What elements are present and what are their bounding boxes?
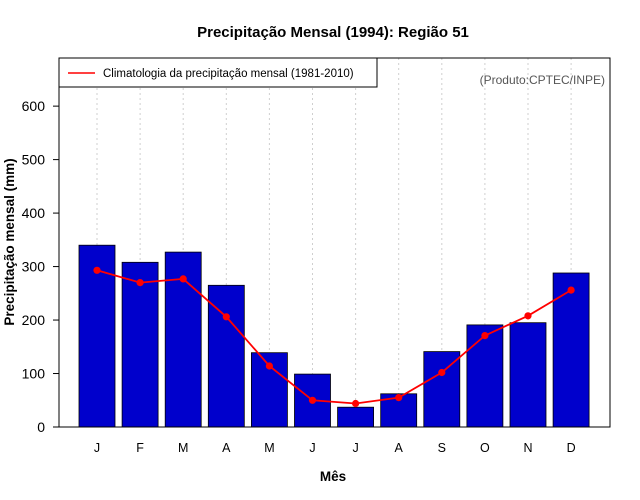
- x-tick-label: M: [264, 441, 274, 455]
- bar: [121, 261, 159, 428]
- bar: [337, 406, 375, 428]
- y-tick-label: 300: [22, 259, 46, 275]
- x-tick-label: O: [480, 441, 490, 455]
- bar: [207, 284, 245, 428]
- climatology-point: [524, 312, 532, 320]
- climatology-series: [93, 266, 575, 408]
- x-tick-label: J: [352, 441, 358, 455]
- bar: [552, 272, 590, 428]
- x-tick-label: J: [309, 441, 315, 455]
- climatology-point: [395, 394, 403, 402]
- x-tick-label: A: [222, 441, 231, 455]
- y-tick-label: 600: [22, 98, 46, 114]
- y-tick-label: 100: [22, 366, 46, 382]
- x-tick-label: D: [567, 441, 576, 455]
- x-axis-label: Mês: [320, 469, 346, 484]
- bar-series: [78, 244, 590, 428]
- chart-title: Precipitação Mensal (1994): Região 51: [197, 24, 469, 41]
- y-tick-label: 400: [22, 205, 46, 221]
- climatology-point: [93, 266, 101, 274]
- climatology-point: [352, 399, 360, 408]
- y-axis: 0 100 200 300 400 500 600: [22, 98, 59, 435]
- climatology-point: [136, 279, 144, 287]
- y-tick-label: 0: [37, 419, 45, 435]
- bar: [509, 322, 547, 428]
- climatology-point: [265, 362, 273, 370]
- climatology-line: [96, 269, 572, 405]
- climatology-point: [481, 332, 489, 340]
- legend-box: [58, 57, 378, 88]
- x-tick-label: S: [438, 441, 446, 455]
- y-axis-label: Precipitação mensal (mm): [2, 158, 17, 325]
- source-annotation: (Produto:CPTEC/INPE): [480, 73, 605, 87]
- climatology-point: [567, 286, 575, 294]
- climatology-point: [179, 275, 187, 283]
- bar: [466, 324, 504, 428]
- x-tick-label: A: [395, 441, 404, 455]
- x-tick-label: M: [178, 441, 188, 455]
- x-tick-label: F: [136, 441, 144, 455]
- bar: [423, 351, 461, 428]
- legend-label: Climatologia da precipitação mensal (198…: [103, 68, 354, 80]
- climatology-point: [438, 368, 446, 377]
- grid: [96, 58, 572, 427]
- legend: Climatologia da precipitação mensal (198…: [58, 57, 378, 88]
- climatology-point: [308, 396, 317, 404]
- bar: [78, 244, 116, 428]
- x-tick-label: N: [523, 441, 532, 455]
- y-tick-label: 500: [22, 152, 46, 168]
- x-tick-label: J: [94, 441, 100, 455]
- climatology-point: [222, 313, 230, 321]
- y-tick-label: 200: [22, 312, 46, 328]
